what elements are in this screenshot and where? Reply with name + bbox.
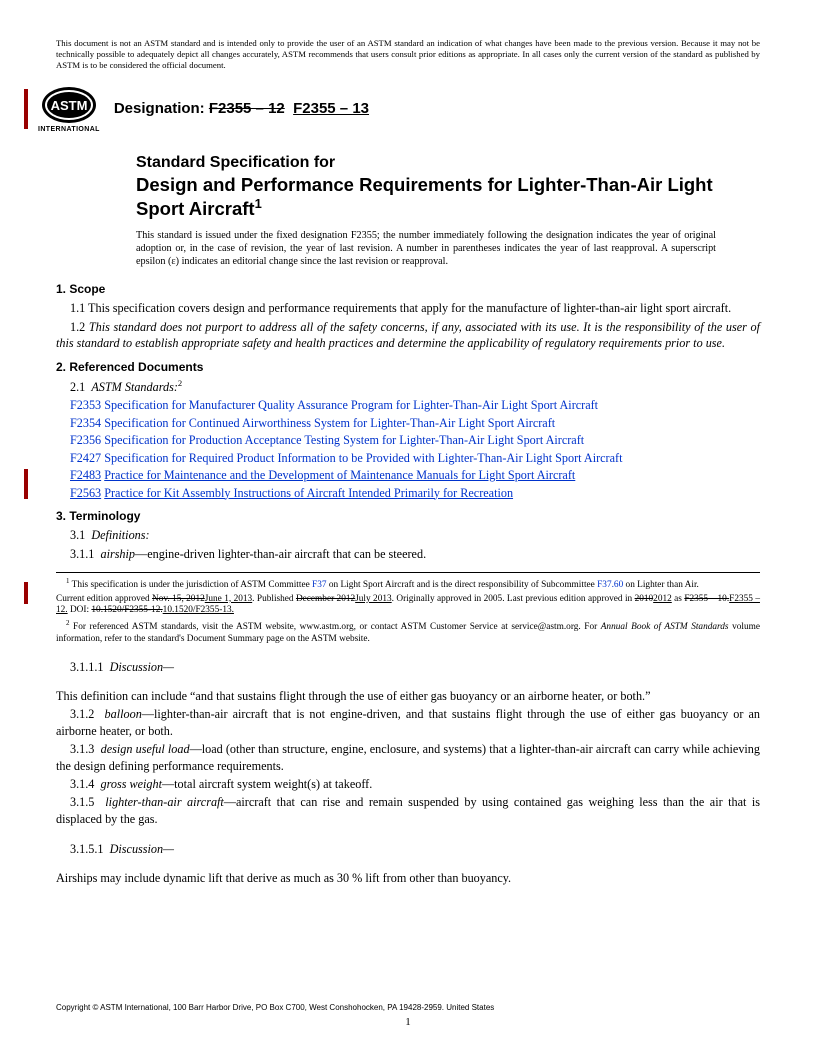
ref-link[interactable]: Specification for Production Acceptance … (104, 433, 584, 447)
issue-note: This standard is issued under the fixed … (136, 230, 716, 268)
title-pre: Standard Specification for (136, 153, 760, 173)
page-root: This document is not an ASTM standard an… (0, 0, 816, 1056)
def-311: 3.1.1 airship—engine-driven lighter-than… (56, 546, 760, 562)
scope-p2: 1.2 This standard does not purport to ad… (56, 319, 760, 352)
ref-item: F2563 Practice for Kit Assembly Instruct… (56, 485, 760, 501)
copyright-text: Copyright © ASTM International, 100 Barr… (56, 1003, 494, 1012)
ref-link[interactable]: Practice for Kit Assembly Instructions o… (104, 486, 513, 500)
footnote-2: 2 For referenced ASTM standards, visit t… (56, 619, 760, 645)
svg-text:ASTM: ASTM (51, 98, 88, 113)
disclaimer-text: This document is not an ASTM standard an… (56, 38, 760, 71)
def-314: 3.1.4 gross weight—total aircraft system… (56, 776, 760, 792)
ref-item: F2353 Specification for Manufacturer Qua… (56, 397, 760, 413)
defs-label: 3.1 Definitions: (56, 527, 760, 543)
title-main: Design and Performance Requirements for … (136, 173, 760, 220)
scope-head: 1. Scope (56, 282, 760, 296)
astm-logo: ASTM INTERNATIONAL (38, 85, 100, 133)
def-312: 3.1.2 balloon—lighter-than-air aircraft … (56, 706, 760, 739)
footnote-block: 1 This specification is under the jurisd… (24, 572, 760, 645)
ref-link[interactable]: Specification for Required Product Infor… (104, 451, 622, 465)
def-315: 3.1.5 lighter-than-air aircraft—aircraft… (56, 794, 760, 827)
designation-label: Designation: (114, 100, 205, 117)
ref-link[interactable]: F2353 (70, 398, 101, 412)
discussion-3151: 3.1.5.1 Discussion— (56, 841, 760, 857)
change-bar-icon (24, 582, 28, 604)
discussion-3111-body: This definition can include “and that su… (56, 688, 760, 704)
ref-item: F2356 Specification for Production Accep… (56, 432, 760, 448)
discussion-3151-body: Airships may include dynamic lift that d… (56, 870, 760, 886)
scope-p1: 1.1 This specification covers design and… (56, 300, 760, 316)
designation-new: F2355 – 13 (293, 100, 369, 117)
ref-link[interactable]: F37.60 (597, 580, 623, 590)
title-block: Standard Specification for Design and Pe… (136, 153, 760, 220)
ref-link[interactable]: Specification for Manufacturer Quality A… (104, 398, 598, 412)
term-head: 3. Terminology (56, 509, 760, 523)
refs-changed-block: F2483 Practice for Maintenance and the D… (24, 467, 760, 501)
footnote-1: 1 This specification is under the jurisd… (56, 577, 760, 592)
discussion-3111: 3.1.1.1 Discussion— (56, 659, 760, 675)
designation-line: Designation: F2355 – 12 F2355 – 13 (114, 100, 369, 117)
change-bar-icon (24, 469, 28, 499)
refs-head: 2. Referenced Documents (56, 360, 760, 374)
ref-link[interactable]: Practice for Maintenance and the Develop… (104, 468, 575, 482)
ref-link[interactable]: F2563 (70, 486, 101, 500)
ref-link[interactable]: Specification for Continued Airworthines… (104, 416, 555, 430)
def-313: 3.1.3 design useful load—load (other tha… (56, 741, 760, 774)
refs-sub: 2.1 ASTM Standards:2 (56, 378, 760, 396)
footnote-1b: Current edition approved Nov. 15, 2012Ju… (56, 594, 760, 617)
ref-link[interactable]: F2427 (70, 451, 101, 465)
ref-item: F2427 Specification for Required Product… (56, 450, 760, 466)
ref-item: F2354 Specification for Continued Airwor… (56, 415, 760, 431)
ref-link[interactable]: F2354 (70, 416, 101, 430)
header-row: ASTM INTERNATIONAL Designation: F2355 – … (24, 85, 760, 133)
ref-link[interactable]: F2483 (70, 468, 101, 482)
astm-logo-icon: ASTM (40, 85, 98, 125)
ref-link[interactable]: F37 (312, 580, 326, 590)
page-number: 1 (0, 1016, 816, 1028)
ref-link[interactable]: F2356 (70, 433, 101, 447)
footnote-rule (56, 572, 760, 573)
logo-sublabel: INTERNATIONAL (38, 126, 100, 133)
change-bar-icon (24, 89, 28, 129)
designation-old: F2355 – 12 (209, 100, 285, 117)
ref-item: F2483 Practice for Maintenance and the D… (56, 467, 760, 483)
